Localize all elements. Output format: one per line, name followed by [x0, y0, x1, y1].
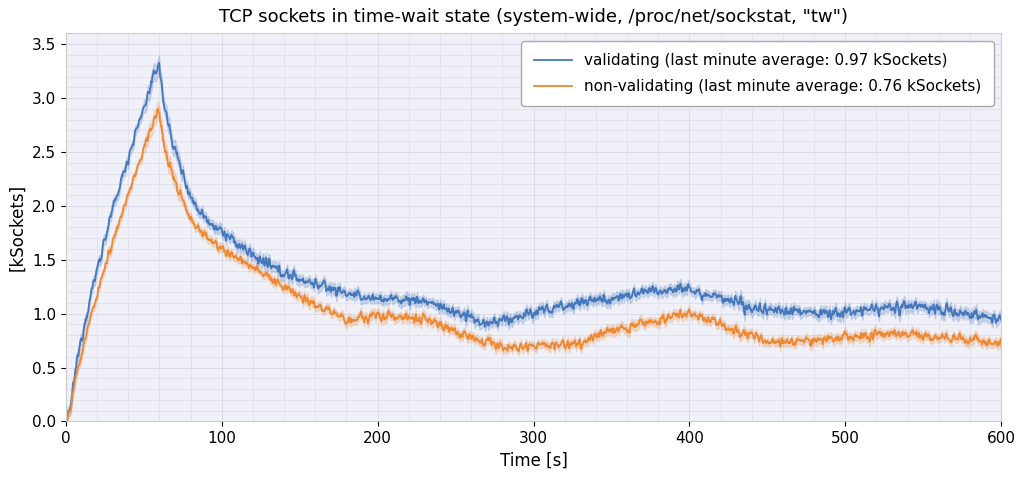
- Line: validating (last minute average: 0.97 kSockets): validating (last minute average: 0.97 kS…: [66, 63, 1001, 421]
- Y-axis label: [kSockets]: [kSockets]: [8, 184, 27, 271]
- non-validating (last minute average: 0.76 kSockets): (600, 0.765): 0.76 kSockets): (600, 0.765): [995, 336, 1008, 342]
- non-validating (last minute average: 0.76 kSockets): (248, 0.841): 0.76 kSockets): (248, 0.841): [447, 328, 460, 334]
- non-validating (last minute average: 0.76 kSockets): (129, 1.38): 0.76 kSockets): (129, 1.38): [260, 270, 272, 275]
- validating (last minute average: 0.97 kSockets): (59.7, 3.33): 0.97 kSockets): (59.7, 3.33): [153, 60, 165, 65]
- validating (last minute average: 0.97 kSockets): (410, 1.16): 0.97 kSockets): (410, 1.16): [698, 293, 711, 299]
- validating (last minute average: 0.97 kSockets): (128, 1.52): 0.97 kSockets): (128, 1.52): [260, 255, 272, 261]
- non-validating (last minute average: 0.76 kSockets): (245, 0.87): 0.76 kSockets): (245, 0.87): [442, 325, 455, 330]
- Legend: validating (last minute average: 0.97 kSockets), non-validating (last minute ave: validating (last minute average: 0.97 kS…: [521, 41, 993, 106]
- validating (last minute average: 0.97 kSockets): (248, 1.06): 0.97 kSockets): (248, 1.06): [446, 304, 459, 310]
- non-validating (last minute average: 0.76 kSockets): (34.7, 1.88): 0.76 kSockets): (34.7, 1.88): [114, 217, 126, 222]
- validating (last minute average: 0.97 kSockets): (0, 0.000927): 0.97 kSockets): (0, 0.000927): [59, 418, 72, 424]
- non-validating (last minute average: 0.76 kSockets): (1, 0.0221): 0.76 kSockets): (1, 0.0221): [61, 416, 74, 422]
- validating (last minute average: 0.97 kSockets): (225, 1.11): 0.97 kSockets): (225, 1.11): [411, 299, 423, 304]
- validating (last minute average: 0.97 kSockets): (245, 1.04): 0.97 kSockets): (245, 1.04): [441, 306, 454, 312]
- X-axis label: Time [s]: Time [s]: [500, 452, 567, 470]
- Title: TCP sockets in time-wait state (system-wide, /proc/net/sockstat, "tw"): TCP sockets in time-wait state (system-w…: [219, 8, 848, 26]
- non-validating (last minute average: 0.76 kSockets): (410, 0.953): 0.76 kSockets): (410, 0.953): [699, 316, 712, 322]
- validating (last minute average: 0.97 kSockets): (34.4, 2.16): 0.97 kSockets): (34.4, 2.16): [114, 186, 126, 192]
- Line: non-validating (last minute average: 0.76 kSockets): non-validating (last minute average: 0.7…: [66, 109, 1001, 419]
- non-validating (last minute average: 0.76 kSockets): (59, 2.9): 0.76 kSockets): (59, 2.9): [152, 106, 164, 111]
- non-validating (last minute average: 0.76 kSockets): (0, 0.0593): 0.76 kSockets): (0, 0.0593): [59, 412, 72, 418]
- non-validating (last minute average: 0.76 kSockets): (225, 0.929): 0.76 kSockets): (225, 0.929): [411, 318, 423, 324]
- validating (last minute average: 0.97 kSockets): (600, 0.942): 0.97 kSockets): (600, 0.942): [995, 317, 1008, 323]
